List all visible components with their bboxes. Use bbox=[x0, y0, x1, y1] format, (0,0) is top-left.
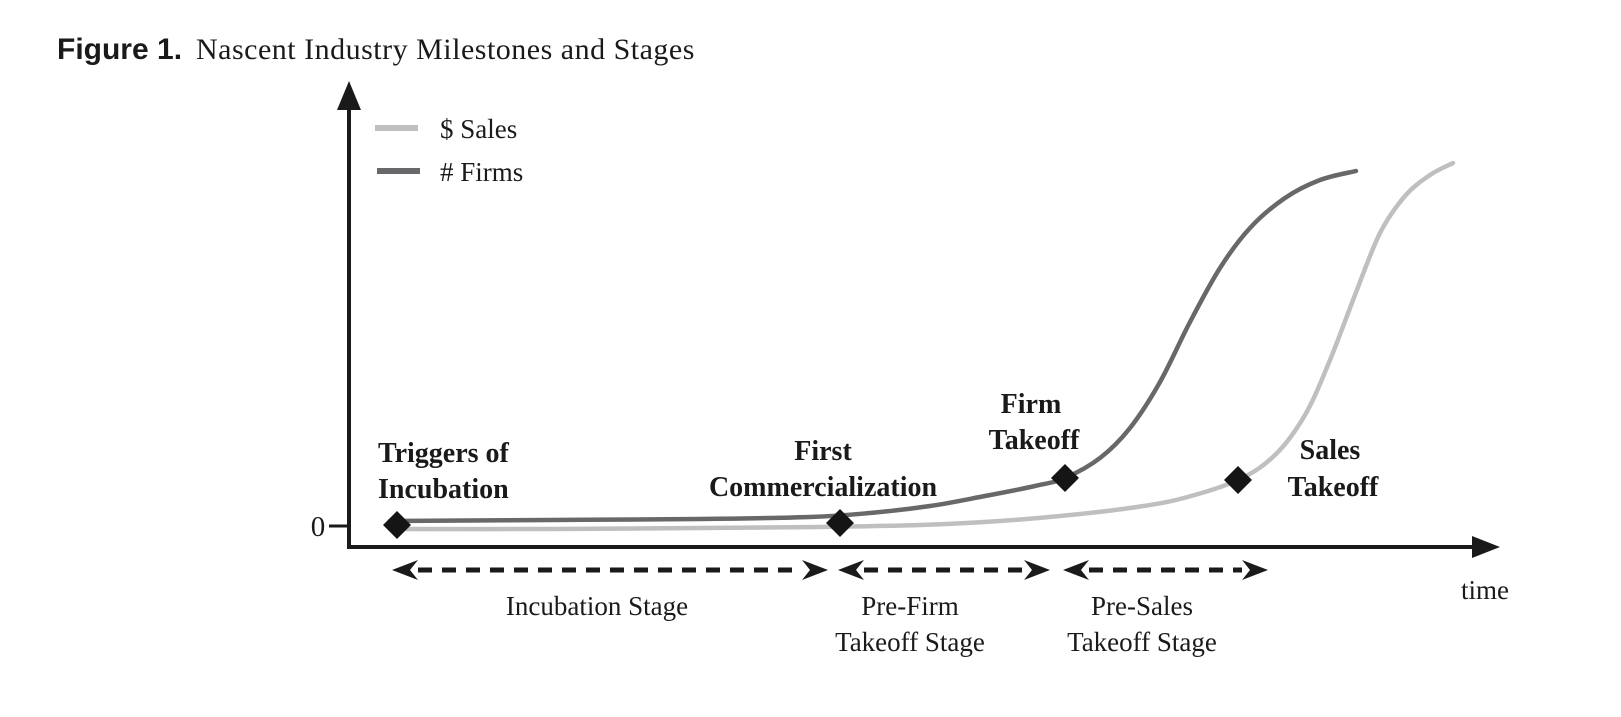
stage-arrow-0 bbox=[392, 560, 828, 580]
stage-label-pre-sales-line1: Pre-Sales bbox=[1091, 591, 1193, 621]
milestone-diamond-icon-2 bbox=[1051, 464, 1079, 492]
figure-title: Nascent Industry Milestones and Stages bbox=[196, 33, 695, 66]
stage-arrowhead-left-icon bbox=[392, 560, 418, 580]
stage-arrowhead-right-icon bbox=[802, 560, 828, 580]
stage-arrowhead-right-icon bbox=[1242, 560, 1268, 580]
y-axis-zero-label: 0 bbox=[311, 511, 326, 543]
stage-arrowhead-right-icon bbox=[1024, 560, 1050, 580]
stage-label-incubation: Incubation Stage bbox=[506, 591, 688, 621]
milestone-marker-layer bbox=[383, 464, 1252, 539]
milestone-label-first-comm-line2: Commercialization bbox=[709, 472, 938, 503]
stage-arrow-1 bbox=[838, 560, 1050, 580]
milestone-label-sales-takeoff-line2: Takeoff bbox=[1288, 472, 1379, 503]
milestone-label-firm-takeoff-line1: Firm bbox=[1001, 389, 1062, 420]
curve--sales bbox=[387, 160, 1456, 532]
milestone-diamond-icon-3 bbox=[1224, 466, 1252, 494]
figure-number-label: Figure 1. bbox=[57, 33, 182, 66]
x-axis-time-label: time bbox=[1461, 575, 1509, 605]
stage-arrowhead-left-icon bbox=[1063, 560, 1089, 580]
milestone-labels: Triggers of Incubation First Commerciali… bbox=[378, 389, 1379, 505]
stage-label-pre-firm-line1: Pre-Firm bbox=[861, 591, 959, 621]
legend-label-sales: $ Sales bbox=[440, 114, 517, 144]
legend-label-firms: # Firms bbox=[440, 157, 523, 187]
milestone-diamond-icon-1 bbox=[826, 509, 854, 537]
milestone-label-first-comm-line1: First bbox=[794, 436, 852, 467]
stage-arrowhead-left-icon bbox=[838, 560, 864, 580]
milestone-label-triggers-line1: Triggers of bbox=[378, 438, 510, 469]
stage-arrow-2 bbox=[1063, 560, 1268, 580]
y-axis-arrowhead-icon bbox=[337, 81, 361, 110]
curve--firms bbox=[387, 168, 1359, 524]
stage-label-pre-sales-line2: Takeoff Stage bbox=[1067, 627, 1217, 657]
axes-layer bbox=[329, 81, 1500, 558]
stage-label-pre-firm-line2: Takeoff Stage bbox=[835, 627, 985, 657]
stage-labels: Incubation Stage Pre-Firm Takeoff Stage … bbox=[506, 591, 1217, 657]
x-axis-arrowhead-icon bbox=[1472, 536, 1500, 558]
milestone-label-triggers-line2: Incubation bbox=[378, 474, 509, 505]
stage-arrow-layer bbox=[392, 560, 1268, 580]
milestone-label-firm-takeoff-line2: Takeoff bbox=[989, 425, 1080, 456]
milestone-label-sales-takeoff-line1: Sales bbox=[1300, 435, 1361, 466]
milestone-diamond-icon-0 bbox=[383, 511, 411, 539]
legend: $ Sales # Firms bbox=[375, 114, 523, 187]
